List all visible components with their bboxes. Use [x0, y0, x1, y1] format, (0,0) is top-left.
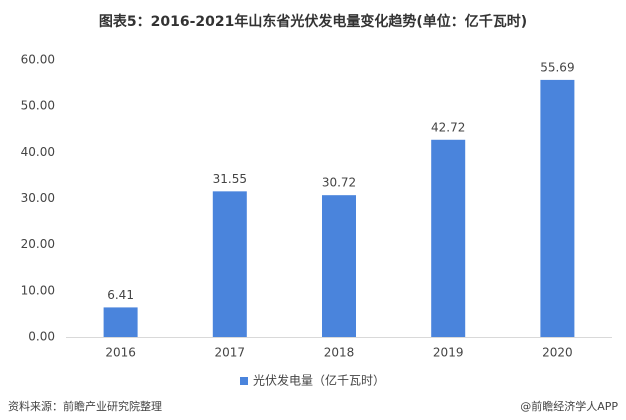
bar	[322, 195, 356, 337]
legend-swatch	[240, 377, 248, 385]
x-tick-label: 2020	[542, 346, 573, 360]
x-tick-label: 2016	[105, 346, 136, 360]
legend-label: 光伏发电量（亿千瓦时）	[253, 373, 385, 388]
bar	[431, 139, 466, 337]
chart-title: 图表5：2016-2021年山东省光伏发电量变化趋势(单位：亿千瓦时)	[99, 13, 527, 30]
y-tick-label: 10.00	[21, 283, 55, 297]
y-tick-label: 0.00	[28, 330, 55, 344]
source-note: 资料来源：前瞻产业研究院整理	[8, 399, 162, 413]
y-tick-label: 40.00	[21, 145, 55, 159]
x-tick-label: 2019	[433, 346, 464, 360]
y-tick-label: 50.00	[21, 99, 55, 113]
data-label: 31.55	[213, 172, 247, 186]
x-tick-label: 2018	[324, 346, 355, 360]
bar	[212, 191, 247, 337]
y-tick-label: 20.00	[21, 237, 55, 251]
data-label: 6.41	[107, 288, 134, 302]
y-tick-label: 30.00	[21, 191, 55, 205]
bar	[103, 307, 138, 337]
data-label: 30.72	[322, 176, 356, 190]
x-tick-label: 2017	[215, 346, 246, 360]
watermark: @前瞻经济学人APP	[520, 399, 618, 413]
y-tick-label: 60.00	[21, 53, 55, 67]
data-label: 42.72	[431, 120, 465, 134]
data-label: 55.69	[540, 60, 574, 74]
bar	[540, 79, 575, 338]
